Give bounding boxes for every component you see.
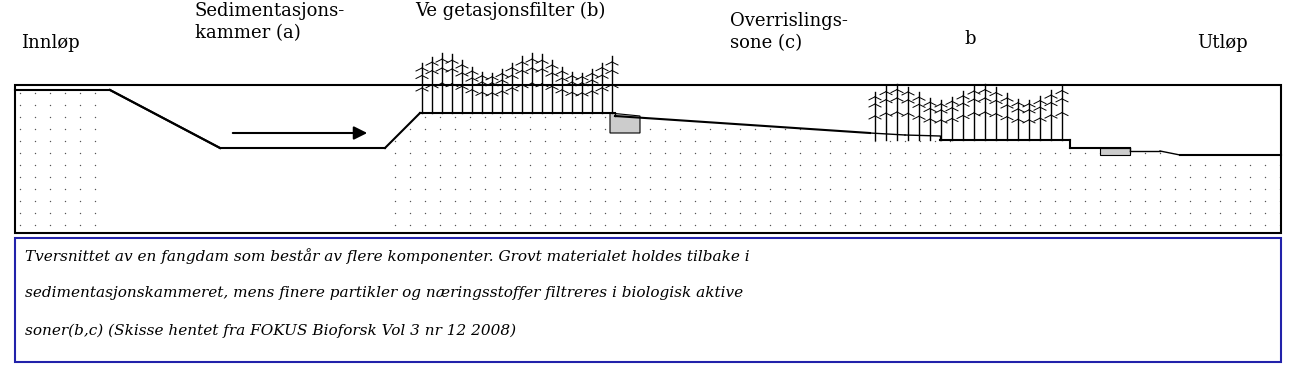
Polygon shape xyxy=(16,90,220,233)
Bar xyxy=(16,238,1280,362)
Text: Overrislings-: Overrislings- xyxy=(730,12,848,30)
Text: kammer (a): kammer (a) xyxy=(194,24,301,42)
Text: b: b xyxy=(964,30,976,48)
Polygon shape xyxy=(220,148,385,233)
Bar xyxy=(16,85,1280,233)
Polygon shape xyxy=(1100,148,1130,155)
Text: Utløp: Utløp xyxy=(1198,34,1248,52)
Polygon shape xyxy=(610,113,640,133)
Text: Tversnittet av en fangdam som består av flere komponenter. Grovt materialet hold: Tversnittet av en fangdam som består av … xyxy=(25,248,749,264)
Text: sone (c): sone (c) xyxy=(730,34,802,52)
Text: soner(b,c) (Skisse hentet fra FOKUS Bioforsk Vol 3 nr 12 2008): soner(b,c) (Skisse hentet fra FOKUS Biof… xyxy=(25,324,516,339)
Polygon shape xyxy=(16,90,1280,233)
Text: Sedimentasjons-: Sedimentasjons- xyxy=(194,2,345,20)
Text: sedimentasjonskammeret, mens finere partikler og næringsstoffer filtreres i biol: sedimentasjonskammeret, mens finere part… xyxy=(25,286,743,300)
Text: Innløp: Innløp xyxy=(21,34,79,52)
Text: Ve getasjonsfilter (b): Ve getasjonsfilter (b) xyxy=(415,2,605,20)
